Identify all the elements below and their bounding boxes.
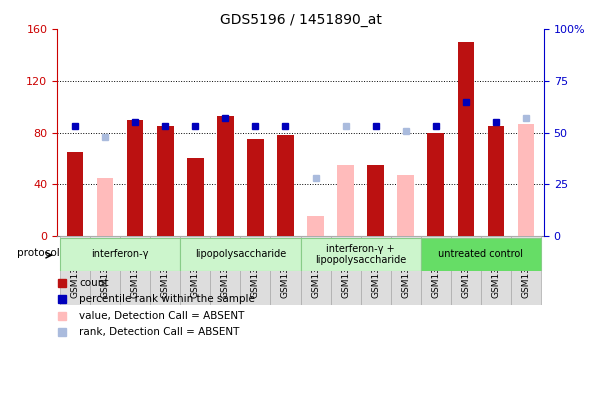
Text: untreated control: untreated control (438, 250, 523, 259)
Text: GSM1304846: GSM1304846 (251, 238, 260, 298)
Bar (240, 236, 270, 305)
Bar (157, 126, 174, 236)
Bar (180, 236, 210, 305)
Text: percentile rank within the sample: percentile rank within the sample (79, 294, 255, 304)
Text: rank, Detection Call = ABSENT: rank, Detection Call = ABSENT (79, 327, 239, 337)
Title: GDS5196 / 1451890_at: GDS5196 / 1451890_at (219, 13, 382, 27)
Text: interferon-γ +
lipopolysaccharide: interferon-γ + lipopolysaccharide (315, 244, 406, 265)
Text: GSM1304850: GSM1304850 (371, 238, 380, 299)
Text: GSM1304842: GSM1304842 (131, 238, 139, 298)
Bar (451, 236, 481, 305)
Text: GSM1304839: GSM1304839 (522, 238, 530, 299)
Text: GSM1304851: GSM1304851 (401, 238, 410, 299)
Bar (67, 152, 84, 236)
Bar (187, 158, 204, 236)
Text: GSM1304837: GSM1304837 (462, 238, 470, 299)
Bar (270, 236, 300, 305)
Bar (391, 236, 421, 305)
Text: GSM1304847: GSM1304847 (281, 238, 290, 298)
Text: GSM1304836: GSM1304836 (432, 238, 440, 299)
Bar (421, 239, 541, 270)
Bar (337, 165, 354, 236)
Bar (277, 135, 294, 236)
Bar (210, 236, 240, 305)
Text: GSM1304843: GSM1304843 (161, 238, 169, 298)
Bar (517, 124, 534, 236)
Bar (60, 236, 90, 305)
Bar (307, 217, 324, 236)
Bar (150, 236, 180, 305)
Text: GSM1304845: GSM1304845 (221, 238, 230, 298)
Text: protocol: protocol (17, 248, 60, 258)
Text: interferon-γ: interferon-γ (91, 250, 149, 259)
Bar (60, 239, 180, 270)
Text: GSM1304841: GSM1304841 (101, 238, 109, 298)
Bar (457, 42, 474, 236)
Text: GSM1304849: GSM1304849 (341, 238, 350, 298)
Bar (300, 239, 421, 270)
Bar (300, 236, 331, 305)
Bar (427, 132, 444, 236)
Text: GSM1304844: GSM1304844 (191, 238, 200, 298)
Bar (90, 236, 120, 305)
Bar (481, 236, 511, 305)
Bar (97, 178, 114, 236)
Bar (367, 165, 384, 236)
Bar (487, 126, 504, 236)
Bar (361, 236, 391, 305)
Bar (127, 120, 144, 236)
Text: count: count (79, 279, 109, 288)
Bar (397, 175, 414, 236)
Text: lipopolysaccharide: lipopolysaccharide (195, 250, 286, 259)
Text: GSM1304838: GSM1304838 (492, 238, 500, 299)
Bar (421, 236, 451, 305)
Text: GSM1304848: GSM1304848 (311, 238, 320, 298)
Text: GSM1304840: GSM1304840 (71, 238, 79, 298)
Bar (247, 139, 264, 236)
Bar (511, 236, 541, 305)
Bar (180, 239, 300, 270)
Bar (120, 236, 150, 305)
Bar (217, 116, 234, 236)
Bar (331, 236, 361, 305)
Text: value, Detection Call = ABSENT: value, Detection Call = ABSENT (79, 311, 245, 321)
